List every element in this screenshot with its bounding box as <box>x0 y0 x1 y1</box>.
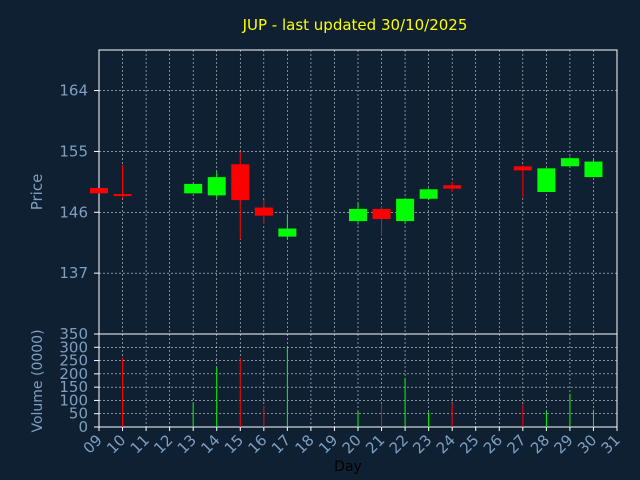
price-panel: 164 155 146 137 <box>59 49 618 335</box>
candle-09 <box>90 187 108 194</box>
volume-y-tick-label: 350 <box>59 325 88 343</box>
candle-30 <box>584 159 603 178</box>
candle-20 <box>349 202 367 225</box>
candle-15 <box>231 151 250 240</box>
candle-body <box>207 177 226 196</box>
candle-13 <box>184 183 203 194</box>
volume-bars <box>122 347 594 427</box>
volume-y-tick-label: 200 <box>59 365 88 383</box>
price-y-axis-label: Price <box>28 174 46 211</box>
candle-body <box>560 158 579 167</box>
price-y-tick-label: 137 <box>59 264 88 282</box>
candle-body <box>278 228 297 237</box>
candle-body <box>231 164 250 201</box>
candle-28 <box>537 168 556 192</box>
volume-y-tick-label: 300 <box>59 338 88 356</box>
candle-body <box>372 208 391 220</box>
candle-body <box>90 187 108 194</box>
volume-y-tick-label: 50 <box>69 405 88 423</box>
price-y-tick-label: 164 <box>59 82 88 100</box>
candle-17 <box>278 215 297 240</box>
candle-10 <box>113 164 132 199</box>
candle-14 <box>207 171 226 199</box>
candle-body <box>184 183 203 194</box>
candle-body <box>396 198 415 222</box>
price-y-tick-label: 155 <box>59 142 88 160</box>
price-y-ticks: 164 155 146 137 <box>59 82 99 282</box>
price-y-tick-label: 146 <box>59 203 88 221</box>
candle-body <box>113 194 132 197</box>
x-axis-label: Day <box>334 459 362 475</box>
candles <box>90 151 603 240</box>
candle-body <box>254 207 273 216</box>
candle-body <box>419 189 438 199</box>
candle-16 <box>254 200 273 224</box>
volume-y-tick-label: 150 <box>59 378 88 396</box>
candle-24 <box>443 181 462 192</box>
candle-22 <box>396 198 415 224</box>
candle-body <box>349 208 367 222</box>
candle-27 <box>513 164 532 198</box>
candle-body <box>443 185 462 189</box>
candle-body <box>537 168 556 192</box>
volume-y-tick-label: 250 <box>59 352 88 370</box>
candle-23 <box>419 188 438 201</box>
candle-29 <box>560 156 579 167</box>
candle-body <box>584 161 603 178</box>
volume-y-tick-label: 100 <box>59 391 88 409</box>
volume-y-axis-label: Volume (0000) <box>30 329 46 432</box>
chart-title: JUP - last updated 30/10/2025 <box>242 16 468 34</box>
volume-y-tick-label: 0 <box>78 418 88 436</box>
candle-21 <box>372 206 391 236</box>
candle-body <box>513 166 532 171</box>
